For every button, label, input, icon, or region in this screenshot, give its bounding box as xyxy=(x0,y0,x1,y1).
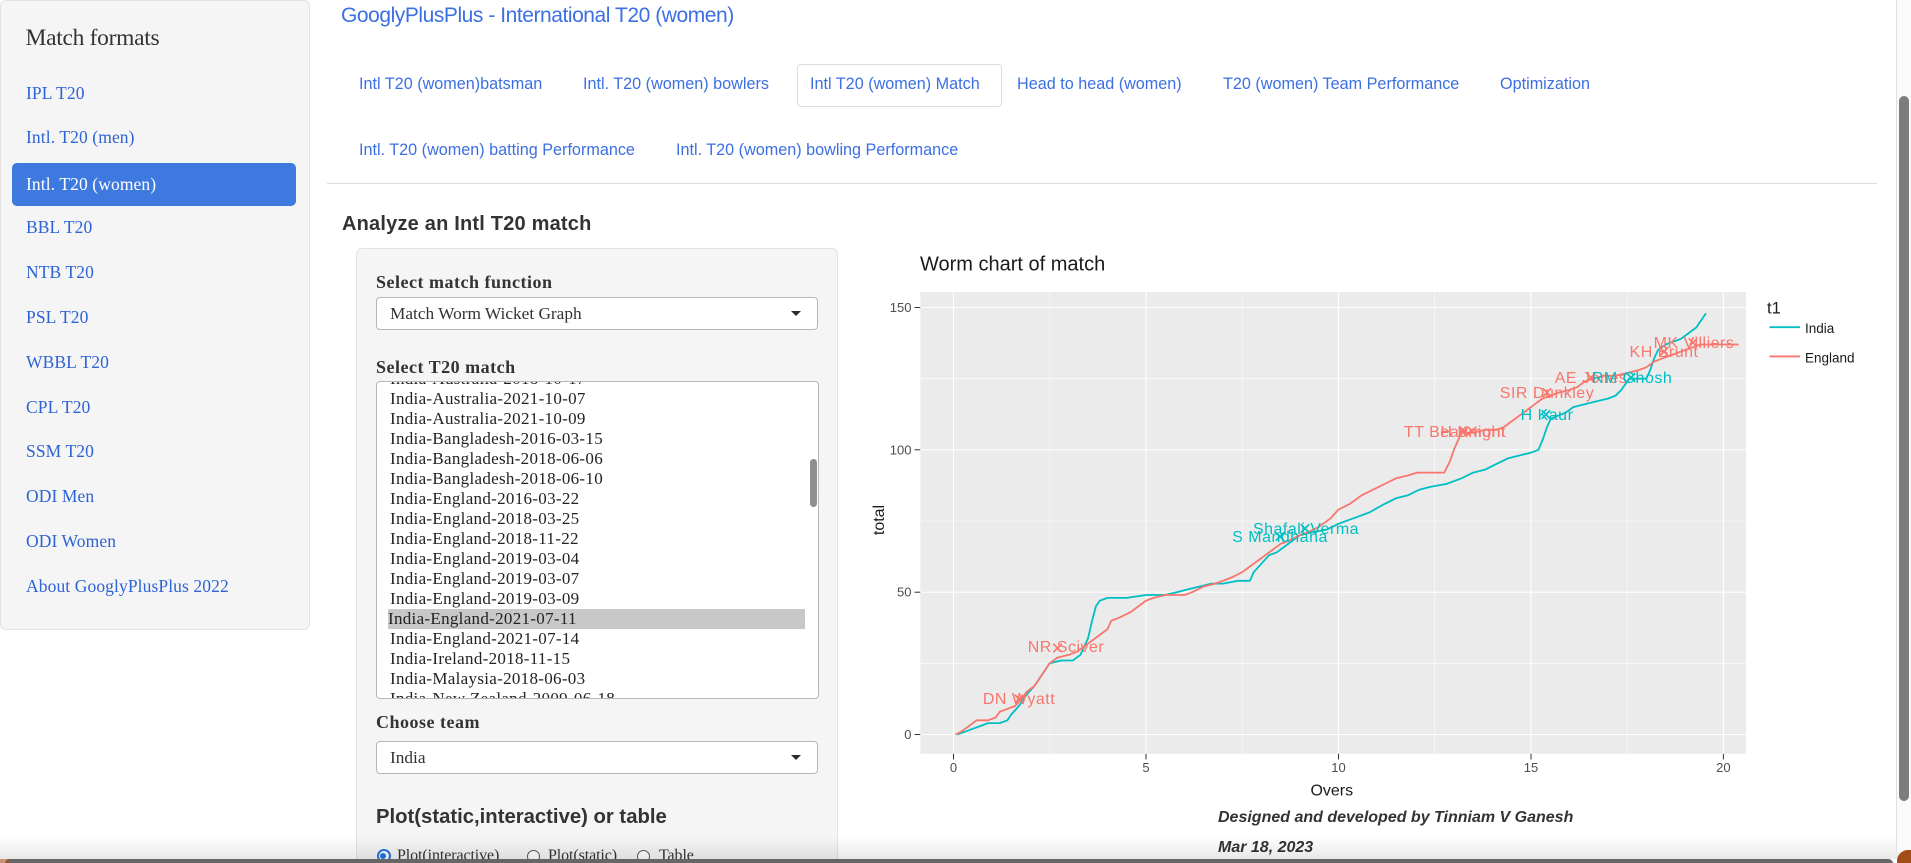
svg-text:H Kaur: H Kaur xyxy=(1521,407,1574,424)
svg-text:SIR Dunkley: SIR Dunkley xyxy=(1500,385,1594,402)
svg-text:RM Ghosh: RM Ghosh xyxy=(1592,370,1672,387)
svg-text:0: 0 xyxy=(904,727,911,742)
svg-text:20: 20 xyxy=(1716,760,1730,775)
svg-text:H Knight: H Knight xyxy=(1440,424,1505,441)
svg-text:150: 150 xyxy=(890,300,912,315)
svg-text:100: 100 xyxy=(890,442,912,457)
svg-text:15: 15 xyxy=(1524,760,1538,775)
svg-text:5: 5 xyxy=(1142,760,1149,775)
svg-text:Overs: Overs xyxy=(1310,783,1353,800)
svg-text:NR Sciver: NR Sciver xyxy=(1028,639,1105,656)
svg-text:Mar 18, 2023: Mar 18, 2023 xyxy=(1218,839,1313,856)
svg-text:Designed and developed by Tinn: Designed and developed by Tinniam V Gane… xyxy=(1218,809,1574,826)
svg-text:England: England xyxy=(1805,350,1855,365)
svg-text:0: 0 xyxy=(950,760,957,775)
svg-text:10: 10 xyxy=(1331,760,1345,775)
svg-text:KH Brunt: KH Brunt xyxy=(1630,344,1699,361)
svg-text:S Mandhana: S Mandhana xyxy=(1232,529,1328,546)
svg-text:total: total xyxy=(871,505,888,535)
svg-text:MK Villiers: MK Villiers xyxy=(1654,335,1735,352)
svg-text:t1: t1 xyxy=(1767,300,1781,318)
svg-text:50: 50 xyxy=(897,585,911,600)
svg-text:Worm chart of match: Worm chart of match xyxy=(920,254,1105,276)
svg-text:AE Jones: AE Jones xyxy=(1555,370,1627,387)
svg-text:India: India xyxy=(1805,321,1835,336)
svg-text:DN Wyatt: DN Wyatt xyxy=(983,691,1055,708)
svg-text:Shafali Verma: Shafali Verma xyxy=(1253,521,1359,538)
svg-text:TT Beaumont: TT Beaumont xyxy=(1404,424,1506,441)
